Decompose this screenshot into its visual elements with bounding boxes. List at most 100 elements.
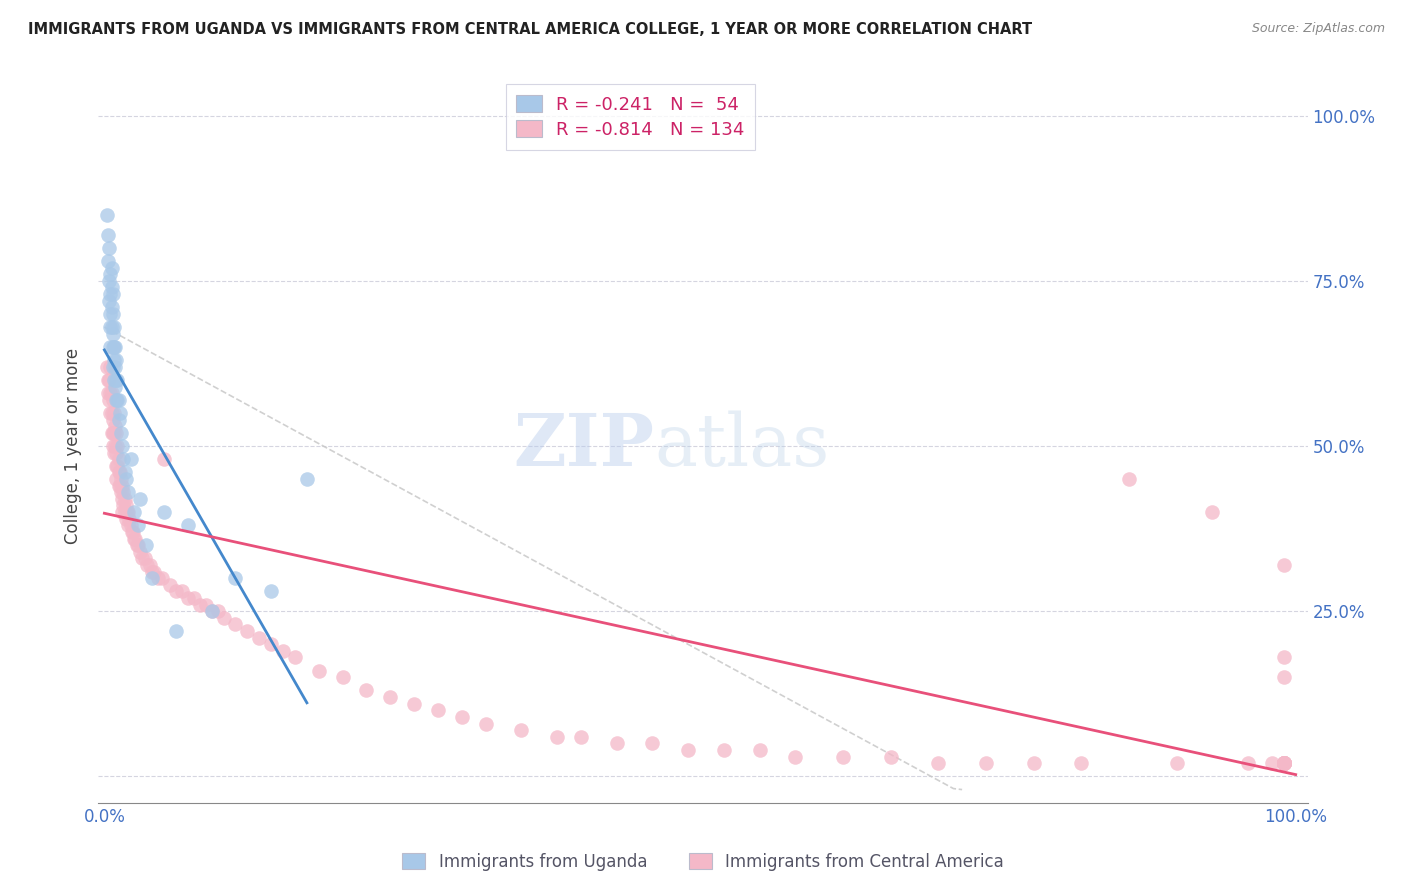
Point (111, 478, 134, 492)
Text: IMMIGRANTS FROM UGANDA VS IMMIGRANTS FROM CENTRAL AMERICA COLLEGE, 1 YEAR OR MOR: IMMIGRANTS FROM UGANDA VS IMMIGRANTS FRO… (28, 22, 1032, 37)
Point (101, 287, 124, 301)
Point (1272, 756, 1295, 771)
Point (103, 320, 125, 334)
Point (271, 644, 294, 658)
Point (107, 466, 129, 480)
Point (879, 749, 901, 764)
Point (98, 287, 121, 301)
Point (101, 340, 124, 354)
Point (135, 538, 157, 552)
Point (426, 703, 449, 717)
Point (127, 518, 149, 533)
Point (103, 406, 125, 420)
Point (1022, 756, 1045, 771)
Point (103, 353, 125, 368)
Point (474, 716, 496, 731)
Point (122, 532, 145, 546)
Point (105, 425, 128, 440)
Point (170, 584, 193, 599)
Point (224, 571, 246, 585)
Point (107, 478, 129, 492)
Point (569, 730, 592, 744)
Point (1272, 756, 1295, 771)
Point (177, 591, 200, 605)
Legend: R = -0.241   N =  54, R = -0.814   N = 134: R = -0.241 N = 54, R = -0.814 N = 134 (506, 84, 755, 150)
Point (117, 505, 139, 519)
Point (117, 485, 139, 500)
Point (236, 624, 259, 638)
Point (224, 617, 246, 632)
Point (188, 598, 211, 612)
Point (114, 491, 136, 506)
Point (108, 406, 131, 420)
Point (98, 307, 121, 321)
Point (112, 452, 135, 467)
Point (546, 730, 568, 744)
Point (1272, 756, 1295, 771)
Point (110, 485, 132, 500)
Point (1272, 650, 1295, 665)
Point (450, 710, 472, 724)
Text: atlas: atlas (655, 410, 830, 482)
Point (832, 749, 855, 764)
Point (107, 373, 129, 387)
Point (1272, 756, 1295, 771)
Point (98, 267, 121, 281)
Point (676, 743, 699, 757)
Point (1272, 756, 1295, 771)
Point (96, 359, 118, 374)
Point (104, 379, 127, 393)
Point (117, 518, 139, 533)
Y-axis label: College, 1 year or more: College, 1 year or more (65, 348, 83, 544)
Point (101, 359, 124, 374)
Text: Source: ZipAtlas.com: Source: ZipAtlas.com (1251, 22, 1385, 36)
Point (1272, 756, 1295, 771)
Point (124, 532, 146, 546)
Point (194, 598, 217, 612)
Point (98, 274, 121, 288)
Point (100, 386, 122, 401)
Point (146, 571, 169, 585)
Point (114, 505, 136, 519)
Point (247, 631, 270, 645)
Point (1272, 670, 1295, 684)
Legend: Immigrants from Uganda, Immigrants from Central America: Immigrants from Uganda, Immigrants from … (394, 845, 1012, 880)
Point (101, 412, 124, 426)
Point (98, 320, 121, 334)
Point (118, 511, 141, 525)
Point (105, 445, 128, 459)
Point (100, 260, 122, 275)
Point (129, 545, 152, 559)
Point (1272, 756, 1295, 771)
Point (98, 386, 121, 401)
Point (134, 551, 156, 566)
Text: ZIP: ZIP (513, 410, 655, 482)
Point (404, 697, 426, 711)
Point (1272, 756, 1295, 771)
Point (105, 353, 128, 368)
Point (107, 392, 129, 407)
Point (1272, 756, 1295, 771)
Point (97, 373, 120, 387)
Point (98, 392, 121, 407)
Point (510, 723, 533, 738)
Point (1272, 756, 1295, 771)
Point (101, 425, 124, 440)
Point (1272, 756, 1295, 771)
Point (748, 743, 770, 757)
Point (98, 340, 121, 354)
Point (115, 505, 138, 519)
Point (114, 499, 136, 513)
Point (114, 466, 136, 480)
Point (1272, 756, 1295, 771)
Point (98, 293, 121, 308)
Point (100, 300, 122, 314)
Point (104, 419, 127, 434)
Point (127, 538, 149, 552)
Point (1272, 756, 1295, 771)
Point (105, 373, 128, 387)
Point (212, 611, 235, 625)
Point (150, 571, 173, 585)
Point (97, 254, 120, 268)
Point (260, 584, 283, 599)
